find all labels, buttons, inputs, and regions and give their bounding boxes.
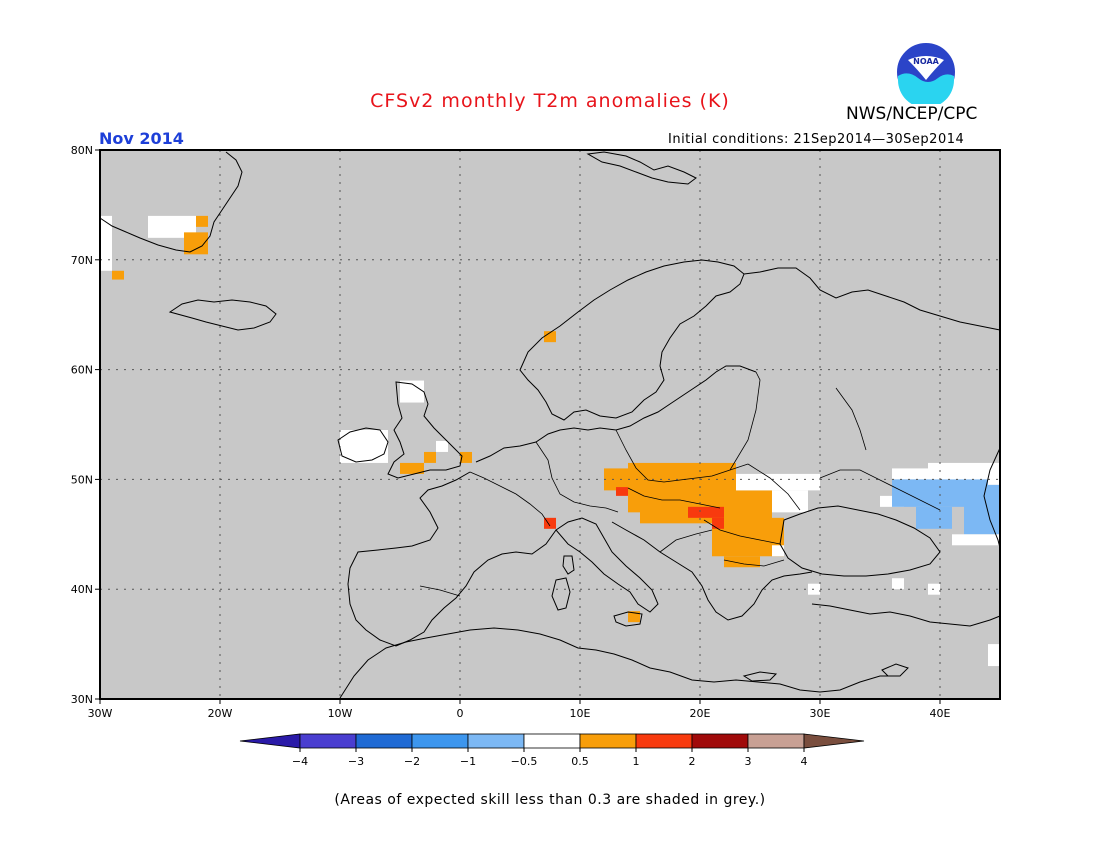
anomaly-cell	[772, 545, 784, 557]
anomaly-cell	[100, 215, 112, 271]
anomaly-cell	[400, 380, 424, 403]
anomaly-cell	[112, 270, 124, 280]
colorbar-label: −4	[292, 755, 308, 768]
anomaly-cell	[196, 215, 208, 227]
anomaly-cell	[988, 644, 1000, 667]
forecast-month: Nov 2014	[99, 129, 184, 148]
lon-tick-label: 40E	[930, 707, 951, 720]
anomaly-cell	[436, 440, 448, 452]
initial-conditions: Initial conditions: 21Sep2014—30Sep2014	[668, 132, 965, 147]
anomaly-cell	[736, 473, 820, 491]
coastlines	[99, 151, 1001, 699]
colorbar: −4 −3 −2 −1 −0.5 0.5 1 2 3 4	[239, 733, 865, 768]
colorbar-label: −0.5	[511, 755, 538, 768]
colorbar-bin	[803, 733, 865, 749]
skill-footnote: (Areas of expected skill less than 0.3 a…	[334, 792, 766, 808]
anomaly-shading-layer	[100, 215, 1000, 667]
anomaly-cell	[628, 611, 640, 623]
colorbar-label: −3	[348, 755, 364, 768]
colorbar-bins	[239, 733, 865, 749]
anomaly-cell	[892, 468, 940, 480]
noaa-logo: NOAA	[895, 41, 957, 104]
colorbar-bin	[467, 733, 525, 749]
lat-tick-label: 30N	[71, 693, 93, 706]
map-background	[100, 150, 1000, 699]
svg-text:NOAA: NOAA	[913, 57, 939, 66]
lon-tick-label: 20W	[208, 707, 233, 720]
anomaly-cell	[772, 490, 808, 513]
colorbar-bin	[355, 733, 413, 749]
lon-tick-label: 10W	[328, 707, 353, 720]
colorbar-bin	[411, 733, 469, 749]
colorbar-label: −1	[460, 755, 476, 768]
lon-tick-label: 30W	[88, 707, 113, 720]
colorbar-label: 0.5	[571, 755, 589, 768]
map-frame	[99, 149, 1001, 700]
anomaly-cell	[424, 451, 436, 463]
lat-tick-label: 50N	[71, 473, 93, 486]
colorbar-label: −2	[404, 755, 420, 768]
anomaly-cell	[544, 517, 556, 529]
lat-tick-label: 80N	[71, 144, 93, 157]
colorbar-label: 3	[745, 755, 752, 768]
lon-tick-label: 20E	[690, 707, 711, 720]
colorbar-bin	[523, 733, 581, 749]
anomaly-cell	[400, 462, 424, 474]
anomaly-cell	[964, 484, 1000, 535]
colorbar-label: 2	[689, 755, 696, 768]
agency-label: NWS/NCEP/CPC	[846, 104, 978, 124]
anomaly-cell	[916, 506, 952, 529]
lat-tick-label: 60N	[71, 364, 93, 377]
colorbar-bin	[635, 733, 693, 749]
lon-tick-label: 30E	[810, 707, 831, 720]
colorbar-bin	[299, 733, 357, 749]
axis-labels: 30W 20W 10W 0 10E 20E 30E 40E 80N 70N 60N 50N 40N 30N	[71, 144, 951, 720]
anomaly-cell	[184, 232, 208, 255]
lon-tick-label: 0	[457, 707, 464, 720]
anomaly-cell	[688, 506, 724, 518]
colorbar-bin	[579, 733, 637, 749]
graticule	[100, 150, 1000, 699]
anomaly-cell	[604, 468, 628, 491]
lat-tick-label: 70N	[71, 254, 93, 267]
anomaly-cell	[544, 331, 556, 343]
anomaly-cell	[712, 517, 724, 529]
anomaly-cell	[340, 429, 388, 463]
colorbar-labels: −4 −3 −2 −1 −0.5 0.5 1 2 3 4	[292, 748, 808, 768]
colorbar-label: 1	[633, 755, 640, 768]
lon-tick-label: 10E	[570, 707, 591, 720]
anomaly-cell	[616, 487, 628, 496]
anomaly-cell	[724, 556, 760, 568]
anomaly-cell	[952, 534, 1000, 546]
map-title: CFSv2 monthly T2m anomalies (K)	[370, 90, 730, 112]
colorbar-bin	[239, 733, 301, 749]
anomaly-cell	[892, 578, 904, 590]
lat-tick-label: 40N	[71, 583, 93, 596]
colorbar-bin	[691, 733, 749, 749]
anomaly-cell	[460, 451, 472, 463]
colorbar-bin	[747, 733, 805, 749]
colorbar-label: 4	[801, 755, 808, 768]
